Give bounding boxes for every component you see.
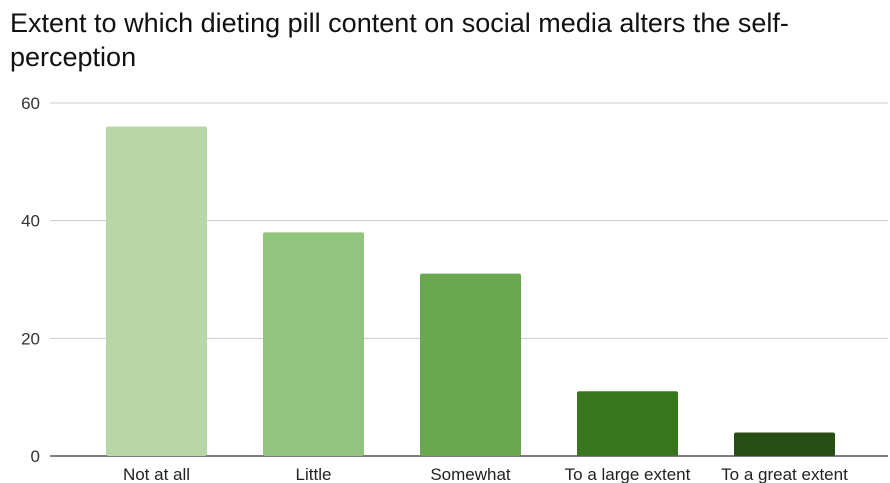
y-axis-ticks: 0 20 40 60: [21, 94, 40, 466]
y-tick-label: 0: [31, 447, 40, 466]
x-tick-label: To a large extent: [565, 465, 691, 483]
chart-title: Extent to which dieting pill content on …: [10, 8, 789, 72]
y-tick-label: 20: [21, 329, 40, 348]
x-tick-label: To a great extent: [721, 465, 848, 483]
bar-little: [263, 232, 364, 456]
x-tick-label: Not at all: [123, 465, 190, 483]
y-tick-label: 40: [21, 212, 40, 231]
bar-somewhat: [420, 273, 521, 456]
bars: [106, 126, 835, 457]
x-tick-label: Somewhat: [430, 465, 511, 483]
y-tick-label: 60: [21, 94, 40, 113]
bar-not-at-all: [106, 126, 207, 457]
x-tick-label: Little: [296, 465, 332, 483]
bar-to-a-great-extent: [734, 432, 835, 456]
x-axis-labels: Not at all Little Somewhat To a large exten…: [123, 465, 848, 483]
bar-to-a-large-extent: [577, 391, 678, 456]
